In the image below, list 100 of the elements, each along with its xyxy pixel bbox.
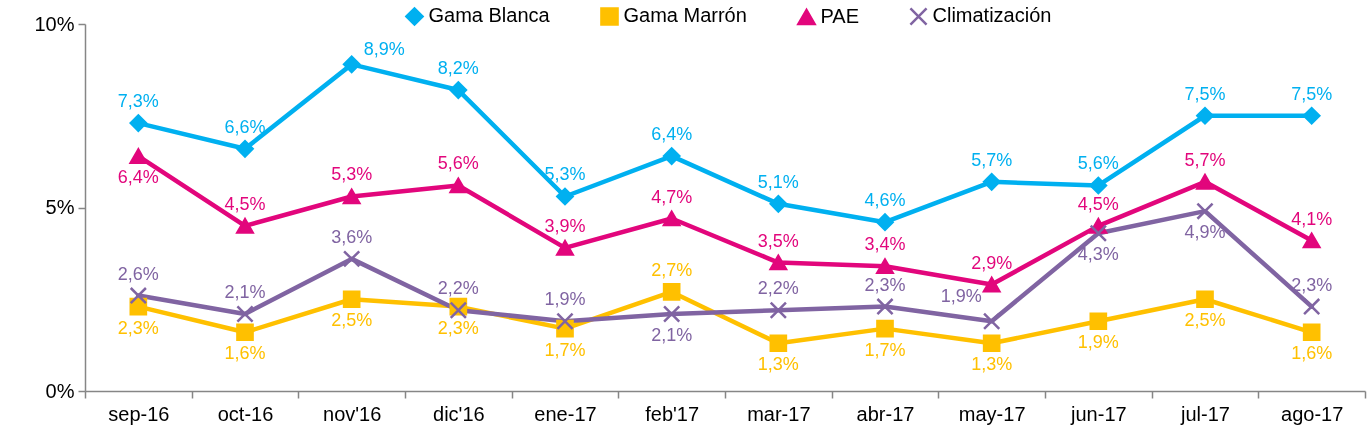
data-label: 3,6% (331, 226, 373, 247)
point (1302, 297, 1321, 316)
data-label: 1,7% (544, 339, 586, 360)
x-tick-label: may-17 (958, 402, 1026, 425)
data-label: 6,4% (117, 167, 159, 188)
point (1302, 323, 1321, 342)
point (129, 286, 148, 305)
data-label: 2,1% (224, 281, 266, 302)
data-label: 1,6% (224, 343, 266, 364)
point (982, 334, 1001, 353)
point (129, 114, 148, 132)
data-label: 5,6% (437, 153, 479, 174)
point (129, 148, 148, 164)
point (1089, 312, 1108, 331)
data-label: 2,2% (757, 278, 799, 299)
data-label: 1,9% (940, 286, 982, 307)
data-label: 5,6% (1077, 153, 1119, 174)
point (449, 81, 468, 99)
data-label: 1,7% (864, 339, 906, 360)
data-label: 3,9% (544, 215, 586, 236)
point (769, 301, 788, 320)
point (1196, 173, 1214, 190)
point (236, 139, 254, 158)
point (1302, 232, 1321, 249)
point (662, 283, 681, 301)
data-label: 2,5% (1184, 310, 1226, 331)
x-tick-label: abr-17 (856, 402, 915, 425)
y-tick-label: 0% (45, 379, 75, 402)
point (1089, 176, 1108, 195)
point (876, 297, 894, 316)
legend-label: Climatización (932, 4, 1052, 27)
x-tick-label: feb'17 (645, 402, 700, 425)
data-label: 7,3% (117, 91, 159, 112)
point (1196, 202, 1214, 220)
data-label: 4,7% (651, 186, 693, 207)
data-label: 5,7% (1184, 149, 1226, 170)
point (662, 147, 681, 165)
data-label: 2,6% (117, 263, 159, 284)
point (236, 305, 254, 323)
point (769, 334, 788, 353)
x-tick-label: jun-17 (1070, 402, 1127, 425)
point (982, 276, 1001, 293)
x-tick-label: mar-17 (747, 402, 811, 425)
data-label: 2,7% (651, 259, 693, 280)
point (1196, 290, 1214, 309)
data-label: 1,3% (757, 354, 799, 375)
data-label: 1,6% (1291, 343, 1333, 364)
data-label: 5,3% (331, 164, 373, 185)
data-label: 1,9% (1077, 332, 1119, 353)
point (342, 55, 361, 74)
point (662, 305, 681, 323)
point (449, 301, 468, 320)
data-label: 2,1% (651, 324, 693, 345)
point (342, 188, 361, 205)
x-tick-label: jul-17 (1180, 402, 1230, 425)
point (342, 250, 361, 268)
x-tick-label: ene-17 (534, 402, 597, 425)
point (1302, 106, 1321, 125)
point (236, 218, 254, 234)
point (662, 210, 681, 227)
legend-label: PAE (820, 5, 860, 28)
data-label: 7,5% (1184, 83, 1226, 104)
x-tick-label: dic'16 (433, 402, 485, 425)
point (769, 195, 788, 213)
data-label: 2,3% (437, 317, 479, 338)
data-label: 1,9% (544, 289, 586, 310)
data-label: 2,9% (971, 252, 1013, 273)
data-label: 3,4% (864, 234, 906, 255)
point (982, 312, 1001, 331)
data-label: 4,5% (224, 193, 266, 214)
x-tick-label: ago-17 (1281, 402, 1344, 425)
point (342, 290, 361, 309)
point (876, 319, 894, 338)
data-label: 4,6% (864, 190, 906, 211)
legend-label: Gama Marrón (623, 4, 747, 27)
data-label: 2,2% (437, 278, 479, 299)
y-tick-label: 10% (34, 12, 75, 35)
data-label: 2,3% (117, 317, 159, 338)
point (982, 172, 1001, 191)
point (1089, 224, 1108, 243)
point (769, 254, 788, 271)
data-label: 5,7% (971, 149, 1013, 170)
point (449, 177, 468, 194)
legend-label: Gama Blanca (428, 4, 551, 27)
point (876, 213, 894, 232)
point (556, 187, 574, 206)
point (1196, 106, 1214, 125)
data-label: 6,4% (651, 124, 693, 145)
point (556, 312, 574, 331)
y-tick-label: 5% (45, 196, 75, 218)
data-label: 6,6% (224, 116, 266, 137)
x-tick-label: nov'16 (323, 402, 382, 425)
data-label: 4,9% (1184, 222, 1226, 243)
data-label: 7,5% (1291, 83, 1333, 104)
data-label: 8,2% (437, 58, 479, 79)
data-label: 2,3% (864, 274, 906, 295)
data-label: 5,1% (757, 171, 799, 192)
data-label: 1,3% (971, 354, 1013, 375)
point (556, 240, 574, 256)
data-label: 4,1% (1291, 208, 1333, 229)
